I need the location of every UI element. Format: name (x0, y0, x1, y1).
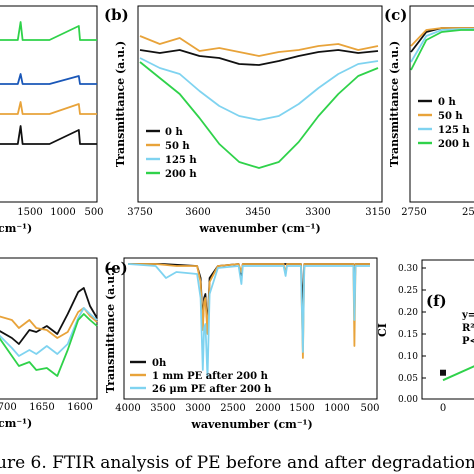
panel-c-xticks: 2750 250 (401, 207, 474, 218)
legend-label: 0h (152, 358, 167, 369)
panel-e-frame (123, 257, 378, 400)
tick-label: 0 (440, 403, 446, 414)
panel-f-annotations: y= R² P< (461, 310, 474, 347)
panel-b: (b) Transmittance (a.u.) 0 h 50 h 125 h … (104, 5, 391, 235)
series-line-a (0, 101, 97, 115)
series-line-c (410, 29, 474, 71)
tick-label: 0.15 (398, 330, 418, 340)
legend-label: 50 h (165, 141, 190, 152)
tick-label: 2000 (255, 403, 280, 414)
panel-d: 1700 1650 1600 cm⁻¹) (0, 257, 98, 430)
tick-label: 1500 (17, 207, 42, 218)
tick-label: 3750 (127, 207, 152, 218)
panel-f-ylabel: CI (376, 323, 389, 337)
data-point (440, 369, 446, 376)
series-line-b (139, 61, 379, 169)
panel-c-frame (409, 5, 474, 203)
panel-b-xticks: 3750 3600 3450 3300 3150 (127, 207, 390, 218)
panel-f-ytick-marks (422, 267, 426, 379)
panel-d-frame (0, 257, 98, 400)
tick-label: 4000 (115, 403, 140, 414)
panel-c-label: (c) (384, 6, 407, 24)
panel-b-label: (b) (104, 6, 129, 24)
panel-c-legend: 0 h 50 h 125 h 200 h (418, 97, 470, 150)
tick-label: 3600 (185, 207, 210, 218)
tick-label: 500 (84, 207, 103, 218)
panel-a-xticks: 1500 1000 500 (17, 207, 103, 218)
panel-f-frame (421, 259, 474, 400)
legend-label: 1 mm PE after 200 h (152, 371, 269, 382)
tick-label: 3000 (185, 403, 210, 414)
series-line-a (0, 21, 97, 41)
panel-a-frame (0, 5, 98, 203)
panel-d-xticks: 1700 1650 1600 (0, 402, 93, 413)
annotation: P< (462, 336, 474, 347)
fit-line (442, 365, 474, 382)
tick-label: 0.10 (398, 352, 418, 362)
tick-label: 1000 (324, 403, 349, 414)
panel-b-legend: 0 h 50 h 125 h 200 h (146, 127, 197, 180)
series-line-a (0, 125, 97, 145)
panel-b-xlabel: wavenumber (cm⁻¹) (198, 222, 320, 235)
tick-label: 0.00 (398, 395, 418, 405)
tick-label: 500 (360, 403, 379, 414)
legend-label: 26 μm PE after 200 h (152, 384, 272, 395)
annotation: R² (462, 323, 474, 334)
tick-label: 0.30 (398, 264, 418, 274)
panel-e-label: (e) (104, 259, 128, 277)
tick-label: 1500 (289, 403, 314, 414)
tick-label: 1700 (0, 402, 17, 413)
panel-e-xlabel: wavenumber (cm⁻¹) (190, 418, 312, 431)
panel-c: (c) Transmittance (a.u.) 0 h 50 h 125 h … (384, 5, 474, 218)
legend-label: 125 h (438, 125, 470, 136)
series-line-d (0, 287, 98, 345)
series-line-c (410, 28, 474, 63)
panel-e-legend: 0h 1 mm PE after 200 h 26 μm PE after 20… (130, 358, 272, 395)
tick-label: 1000 (50, 207, 75, 218)
tick-label: 0.20 (398, 308, 418, 318)
panel-e-xticks: 4000 3500 3000 2500 2000 1500 1000 500 (115, 403, 379, 414)
legend-label: 125 h (165, 155, 197, 166)
figure-caption: ure 6. FTIR analysis of PE before and af… (0, 453, 474, 473)
tick-label: 0.25 (398, 286, 418, 296)
panel-a-xlabel: cm⁻¹) (0, 222, 32, 235)
series-line-b (139, 49, 379, 66)
tick-label: 2500 (220, 403, 245, 414)
legend-label: 50 h (438, 111, 463, 122)
tick-label: 3450 (245, 207, 270, 218)
panel-c-ylabel: Transmittance (a.u.) (388, 41, 401, 167)
tick-label: 1600 (67, 402, 92, 413)
tick-label: 2750 (401, 207, 426, 218)
series-line-e (128, 263, 370, 359)
series-line-b (139, 35, 379, 57)
series-line-c (410, 27, 474, 47)
tick-label: 3500 (150, 403, 175, 414)
series-line-b (139, 57, 379, 121)
panel-f-label: (f) (426, 292, 447, 310)
panel-b-frame (137, 5, 383, 203)
legend-label: 200 h (165, 169, 197, 180)
panel-d-xlabel: cm⁻¹) (0, 417, 32, 430)
panel-e-ylabel: Transmittance (a.u.) (104, 267, 117, 393)
panel-f-yticks: 0.30 0.25 0.20 0.15 0.10 0.05 0.00 (398, 264, 418, 405)
panel-e: (e) Transmittance (a.u.) 0h 1 mm PE afte… (104, 257, 380, 431)
panel-b-ylabel: Transmittance (a.u.) (114, 41, 127, 167)
series-line-d (0, 313, 98, 377)
legend-label: 0 h (165, 127, 183, 138)
series-line-d (0, 307, 98, 357)
legend-label: 0 h (438, 97, 456, 108)
tick-label: 250 (462, 207, 474, 218)
tick-label: 0.05 (398, 374, 418, 384)
panel-a: 1500 1000 500 cm⁻¹) (0, 5, 104, 235)
legend-label: 200 h (438, 139, 470, 150)
tick-label: 1650 (29, 402, 54, 413)
panel-f: (f) CI 0.30 0.25 0.20 0.15 0.10 0.05 0.0… (376, 259, 474, 414)
annotation: y= (461, 310, 474, 321)
series-line-e (127, 263, 370, 379)
tick-label: 3150 (365, 207, 390, 218)
tick-label: 3300 (305, 207, 330, 218)
series-line-a (0, 73, 97, 85)
